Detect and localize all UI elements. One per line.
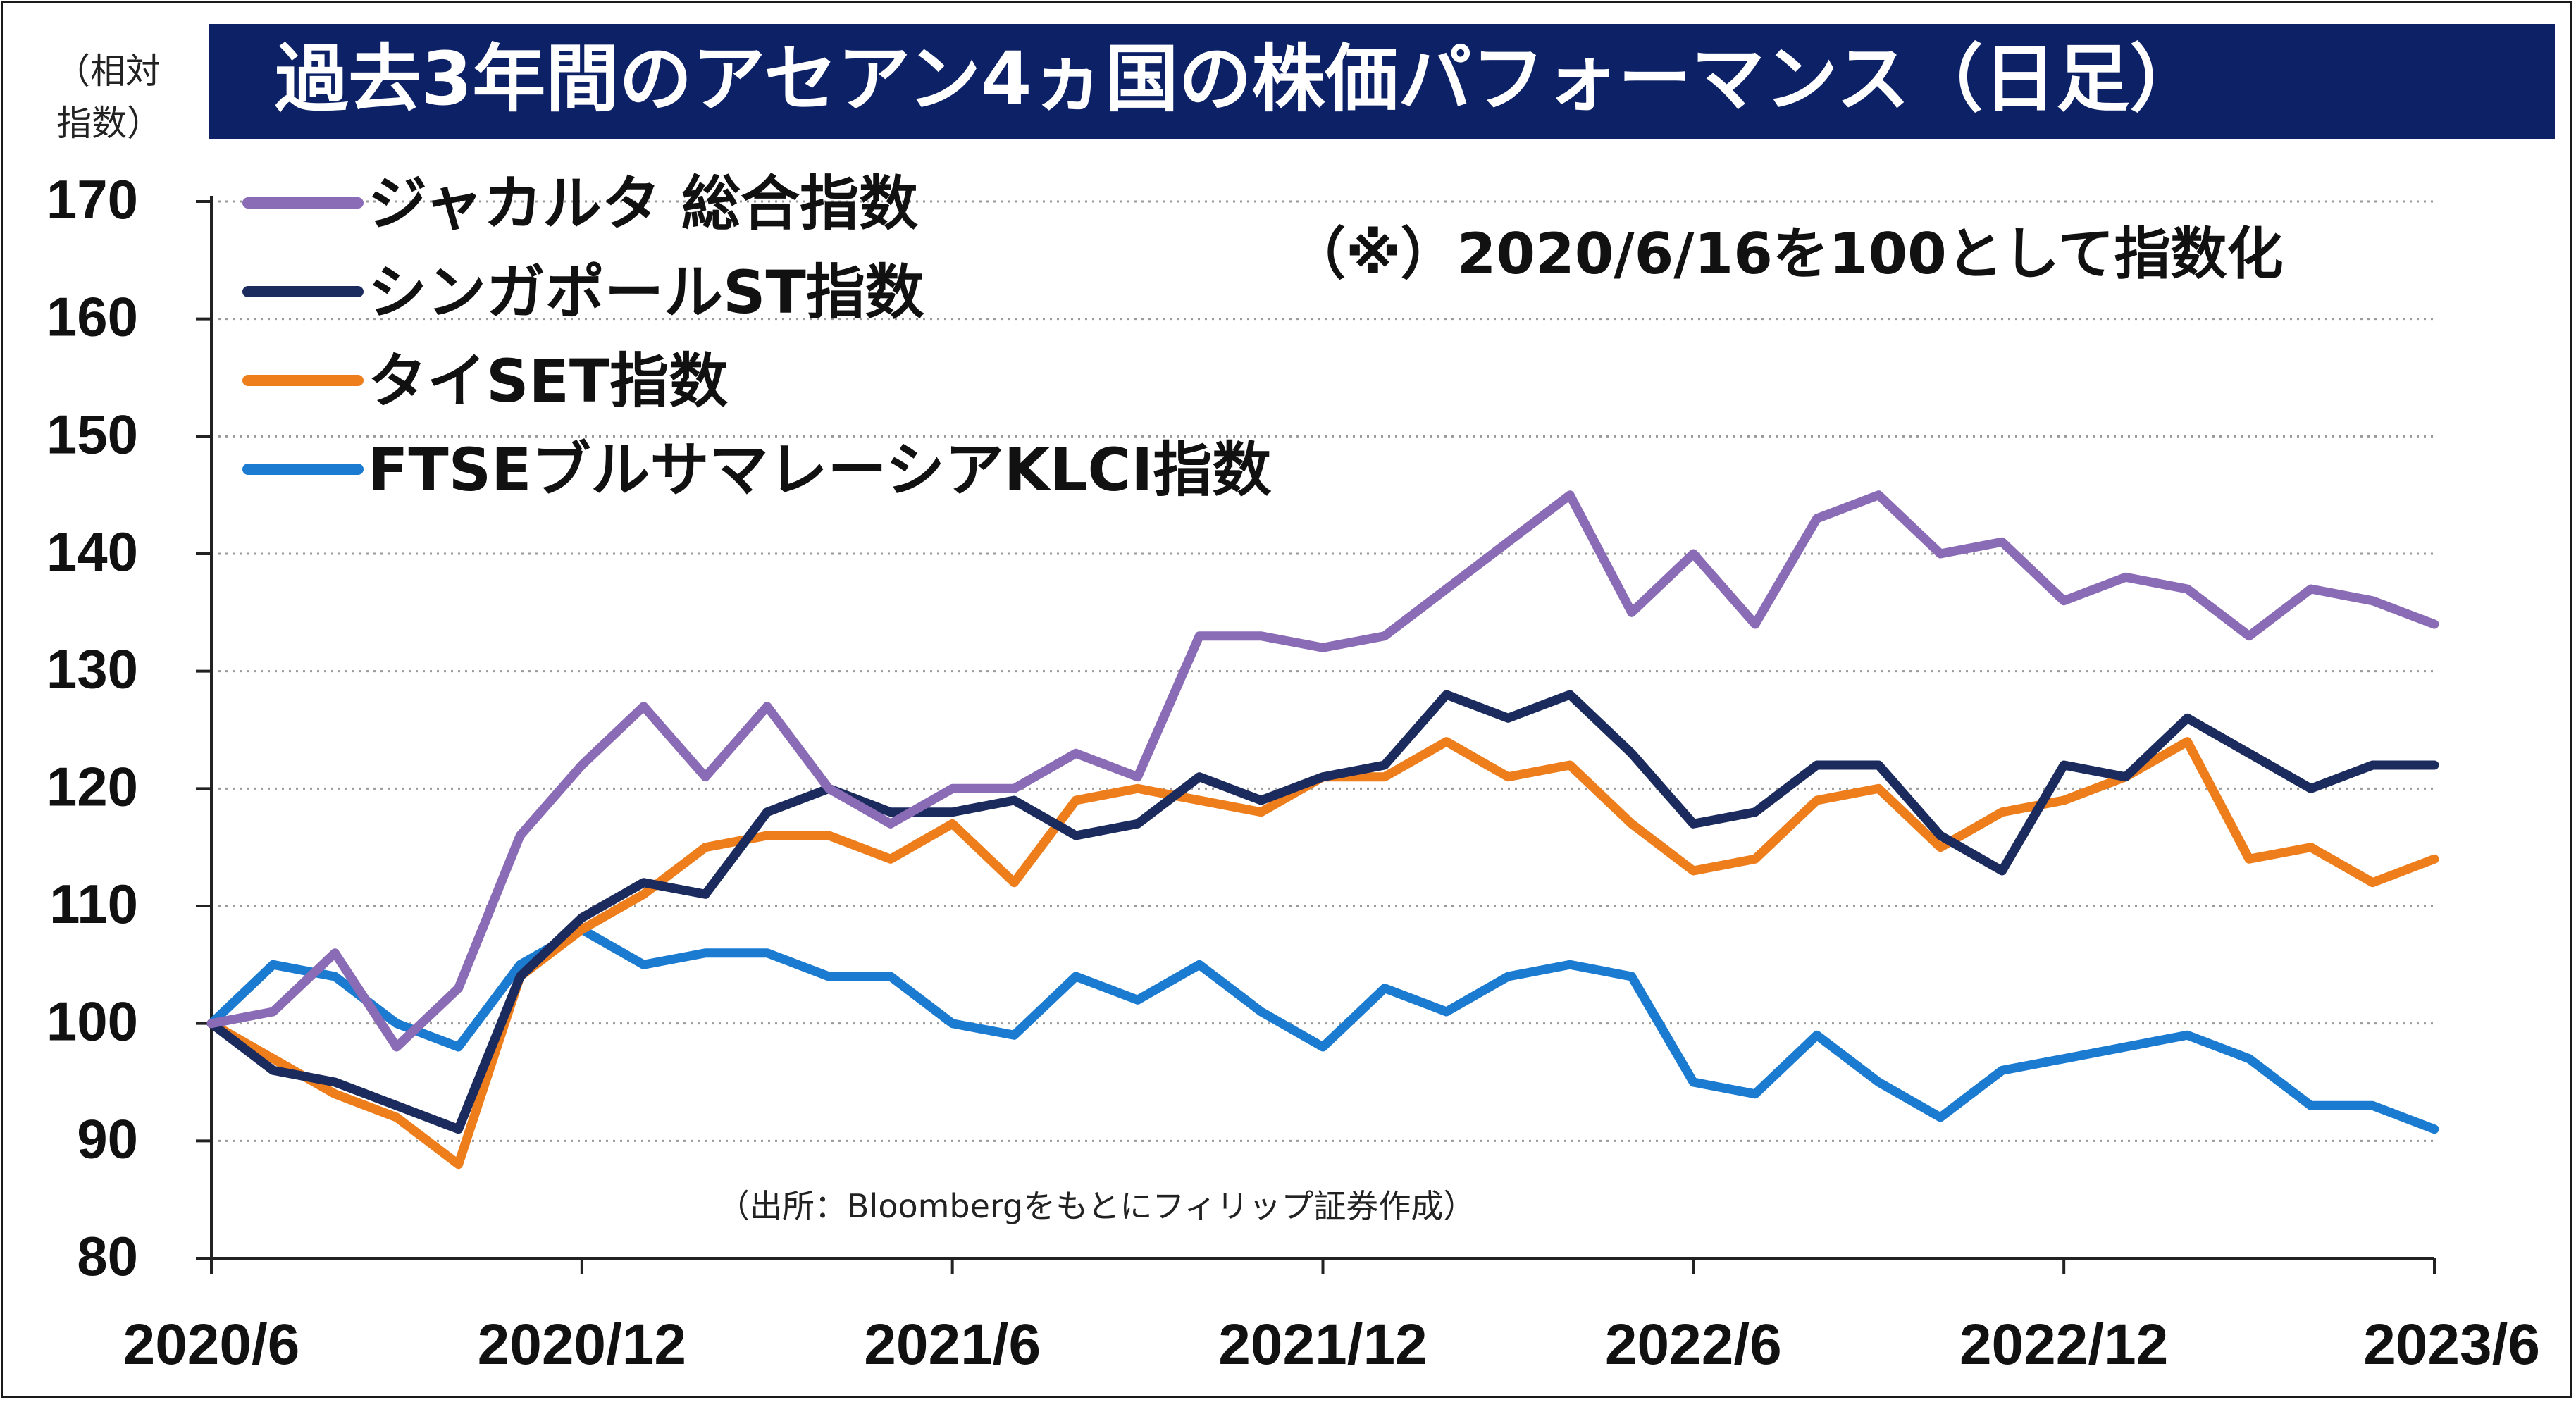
axes — [196, 196, 2436, 1274]
series-line-1 — [206, 690, 2439, 1134]
x-tick-label: 2021/6 — [864, 1313, 1041, 1377]
y-tick-label: 150 — [47, 403, 138, 465]
x-tick-label: 2021/12 — [1218, 1313, 1427, 1377]
x-tick-labels: 2020/6 2020/12 2021/6 2021/12 2022/6 2022/12 2… — [123, 1313, 2540, 1377]
x-tick-label: 2022/12 — [1959, 1313, 2168, 1377]
y-tick-label: 130 — [47, 638, 138, 700]
y-tick-label: 170 — [47, 168, 138, 230]
legend-label: FTSEブルサマレーシアKLCI指数 — [368, 435, 1271, 504]
y-axis-label-line-1: （相対 — [55, 51, 161, 92]
y-tick-label: 100 — [47, 991, 138, 1053]
y-tick-label: 160 — [47, 286, 138, 348]
x-tick-label: 2023/6 — [2363, 1313, 2540, 1377]
y-tick-label: 140 — [47, 521, 138, 583]
y-tick-label: 80 — [77, 1225, 138, 1287]
y-tick-label: 120 — [47, 755, 138, 817]
y-axis-label-line-2: 指数） — [56, 103, 162, 144]
y-tick-labels: 80 90 100 110 120 130 140 150 160 170 — [47, 168, 138, 1287]
x-tick-label: 2020/6 — [123, 1313, 300, 1377]
gridlines — [211, 200, 2434, 1142]
series-lines — [206, 490, 2439, 1170]
legend-label: タイSET指数 — [368, 347, 728, 416]
y-tick-label: 110 — [49, 873, 138, 935]
source-note: （出所：Bloombergをもとにフィリップ証券作成） — [717, 1187, 1475, 1225]
chart-title: 過去3年間のアセアン4ヵ国の株価パフォーマンス（日足） — [275, 36, 2203, 122]
x-tick-label: 2020/12 — [478, 1313, 686, 1377]
index-note: （※）2020/6/16を100として指数化 — [1289, 221, 2283, 287]
legend-label: ジャカルタ 総合指数 — [368, 169, 918, 238]
y-tick-label: 90 — [77, 1108, 138, 1170]
title-banner — [209, 24, 2555, 139]
x-tick-label: 2022/6 — [1605, 1313, 1782, 1377]
series-line-0 — [206, 490, 2439, 1052]
legend-label: シンガポールST指数 — [368, 258, 924, 327]
